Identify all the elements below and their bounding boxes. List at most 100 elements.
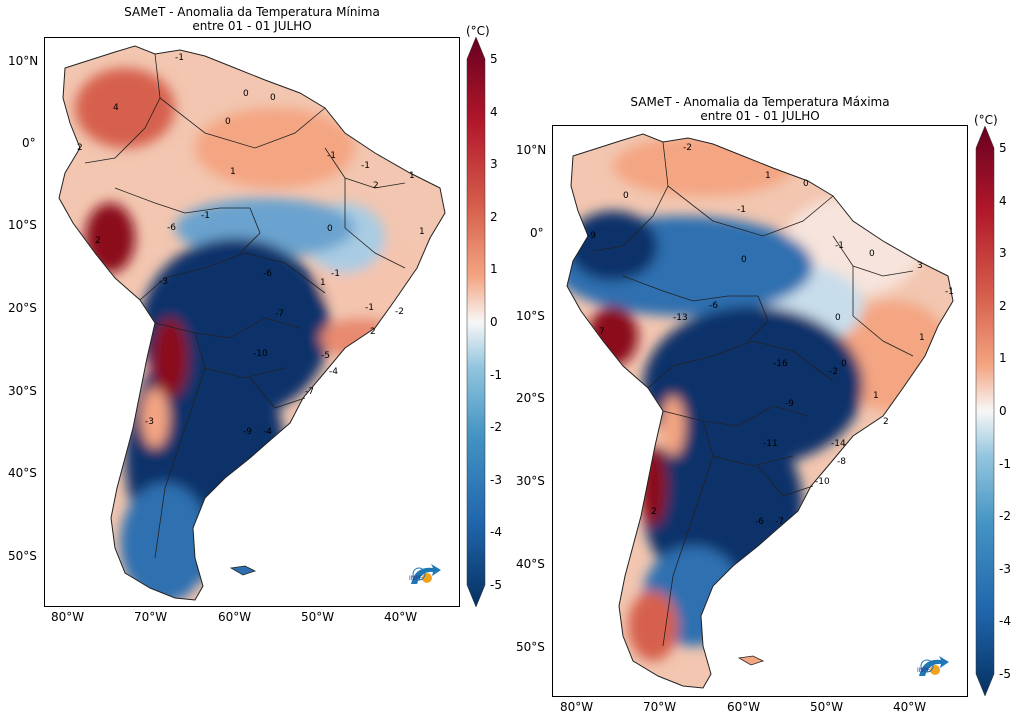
map-annotation: -9 xyxy=(587,231,596,241)
map-annotation: -1 xyxy=(737,205,746,215)
map-annotation: -2 xyxy=(395,307,404,317)
lat-label-30s: 30°S xyxy=(516,474,545,488)
map-title-max-line2: entre 01 - 01 JULHO xyxy=(700,109,820,123)
colorbar-min-tick: 5 xyxy=(490,52,498,66)
lon-label-40w: 40°W xyxy=(893,700,927,714)
map-annotation: 1 xyxy=(419,227,425,237)
country-borders-max xyxy=(592,141,914,647)
map-frame-min: -1 4 0 0 0 2 1 -1 -1 1 2 1 -6 -1 -6 0 -1… xyxy=(44,37,460,607)
colorbar-max xyxy=(975,126,995,696)
map-annotation: 2 xyxy=(95,236,101,246)
map-annotation: -1 xyxy=(175,53,184,63)
map-annotation: 1 xyxy=(873,391,879,401)
map-annotation: 1 xyxy=(230,167,236,177)
inpe-logo-max: INPE xyxy=(917,656,949,676)
colorbar-min-tick: 2 xyxy=(490,209,498,224)
map-annotation: -4 xyxy=(263,427,272,437)
map-annotation: 2 xyxy=(651,507,657,517)
map-annotation: -1 xyxy=(835,241,844,251)
map-annotation: -7 xyxy=(305,387,314,397)
colorbar-max-tick: 1 xyxy=(999,351,1007,366)
lat-label-40s: 40°S xyxy=(8,466,37,480)
map-annotation: -6 xyxy=(755,517,764,527)
colorbar-min-tick: -3 xyxy=(490,472,502,487)
map-annotation: -16 xyxy=(773,359,788,369)
map-annotation: 2 xyxy=(370,327,376,337)
map-annotation: -6 xyxy=(167,223,176,233)
map-annotation: -10 xyxy=(815,477,830,487)
map-annotation: -8 xyxy=(837,457,846,467)
annotation-layer-min: -1 4 0 0 0 2 1 -1 -1 1 2 1 -6 -1 -6 0 -1… xyxy=(77,53,425,437)
map-annotation: -11 xyxy=(763,439,778,449)
map-title-max: SAMeT - Anomalia da Temperatura Máxima e… xyxy=(552,95,968,123)
map-annotation: 0 xyxy=(270,93,276,103)
map-annotation: 7 xyxy=(599,327,605,337)
map-annotation: 1 xyxy=(320,278,326,288)
colorbar-min-tick: 3 xyxy=(490,157,498,172)
map-annotation: 0 xyxy=(327,224,333,234)
lat-label-0: 0° xyxy=(530,226,544,240)
map-annotation: -5 xyxy=(321,351,330,361)
lon-label-60w: 60°W xyxy=(218,610,252,624)
country-borders-min xyxy=(84,53,406,559)
map-annotation: -1 xyxy=(327,151,336,161)
colorbar-max-tick: 2 xyxy=(999,298,1007,313)
lat-label-10n: 10°N xyxy=(516,143,547,157)
map-annotation: 1 xyxy=(919,333,925,343)
map-annotation: -3 xyxy=(145,417,154,427)
colorbar-max-tick: -5 xyxy=(999,667,1011,681)
colorbar-max-tick: 0 xyxy=(999,404,1007,418)
lat-label-40s: 40°S xyxy=(516,557,545,571)
coastline-min xyxy=(58,45,446,601)
map-title-min-line1: SAMeT - Anomalia da Temperatura Mínima xyxy=(124,5,380,19)
map-annotation: -9 xyxy=(785,399,794,409)
colorbar-unit-min: (°C) xyxy=(466,24,490,38)
map-annotation: -10 xyxy=(253,349,268,359)
lat-label-10s: 10°S xyxy=(516,309,545,323)
map-annotation: -14 xyxy=(831,439,846,449)
map-annotation: 2 xyxy=(883,417,889,427)
map-frame-max: -2 0 -9 1 -1 0 -1 0 3 0 -13 -6 -1 0 7 -1… xyxy=(552,125,968,697)
map-title-min-line2: entre 01 - 01 JULHO xyxy=(192,19,312,33)
map-annotation: 0 xyxy=(623,191,629,201)
colorbar-unit-max: (°C) xyxy=(974,113,998,127)
lon-label-50w: 50°W xyxy=(301,610,335,624)
falklands-max xyxy=(737,655,765,666)
colorbar-min-tick: -4 xyxy=(490,525,502,540)
map-annotation: 4 xyxy=(113,103,119,113)
annotation-layer-max: -2 0 -9 1 -1 0 -1 0 3 0 -13 -6 -1 0 7 -1… xyxy=(587,143,954,527)
map-annotation: 3 xyxy=(917,261,923,271)
map-annotation: -6 xyxy=(263,269,272,279)
lat-label-20s: 20°S xyxy=(516,391,545,405)
lat-label-50s: 50°S xyxy=(516,640,545,654)
map-annotation: 1 xyxy=(409,171,415,181)
map-annotation: 0 xyxy=(243,89,249,99)
lon-label-80w: 80°W xyxy=(51,610,85,624)
colorbar-max-tick: 5 xyxy=(999,141,1007,155)
map-annotation: 2 xyxy=(373,181,379,191)
map-annotation: 0 xyxy=(741,255,747,265)
colorbar-min-tick: 4 xyxy=(490,104,498,119)
map-annotation: -6 xyxy=(709,301,718,311)
inpe-logo-min: INPE xyxy=(409,564,441,584)
lat-label-50s: 50°S xyxy=(8,549,37,563)
inpe-logo-text: INPE xyxy=(917,667,931,674)
map-annotation: -1 xyxy=(361,161,370,171)
lon-label-60w: 60°W xyxy=(727,700,761,714)
lon-label-50w: 50°W xyxy=(810,700,844,714)
map-annotation: -13 xyxy=(673,313,688,323)
lat-label-30s: 30°S xyxy=(8,384,37,398)
map-annotation: 0 xyxy=(835,313,841,323)
map-canvas-max: -2 0 -9 1 -1 0 -1 0 3 0 -13 -6 -1 0 7 -1… xyxy=(566,133,954,689)
colorbar-max-tick: 3 xyxy=(999,246,1007,261)
map-annotation: 0 xyxy=(803,179,809,189)
map-annotation: -2 xyxy=(683,143,692,153)
map-annotation: -9 xyxy=(243,427,252,437)
map-canvas-min: -1 4 0 0 0 2 1 -1 -1 1 2 1 -6 -1 -6 0 -1… xyxy=(58,45,446,601)
colorbar-min-tick: -1 xyxy=(490,367,502,382)
map-annotation: -4 xyxy=(329,367,338,377)
map-annotation: -3 xyxy=(159,277,168,287)
colorbar-max-tick: -4 xyxy=(999,614,1011,629)
lat-label-10s: 10°S xyxy=(8,218,37,232)
map-annotation: -7 xyxy=(775,517,784,527)
